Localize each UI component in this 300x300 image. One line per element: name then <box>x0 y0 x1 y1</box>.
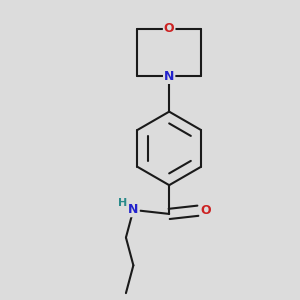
Text: O: O <box>201 204 211 217</box>
Text: O: O <box>164 22 175 35</box>
Text: N: N <box>128 203 139 216</box>
Text: H: H <box>118 198 128 208</box>
Text: N: N <box>164 70 174 83</box>
